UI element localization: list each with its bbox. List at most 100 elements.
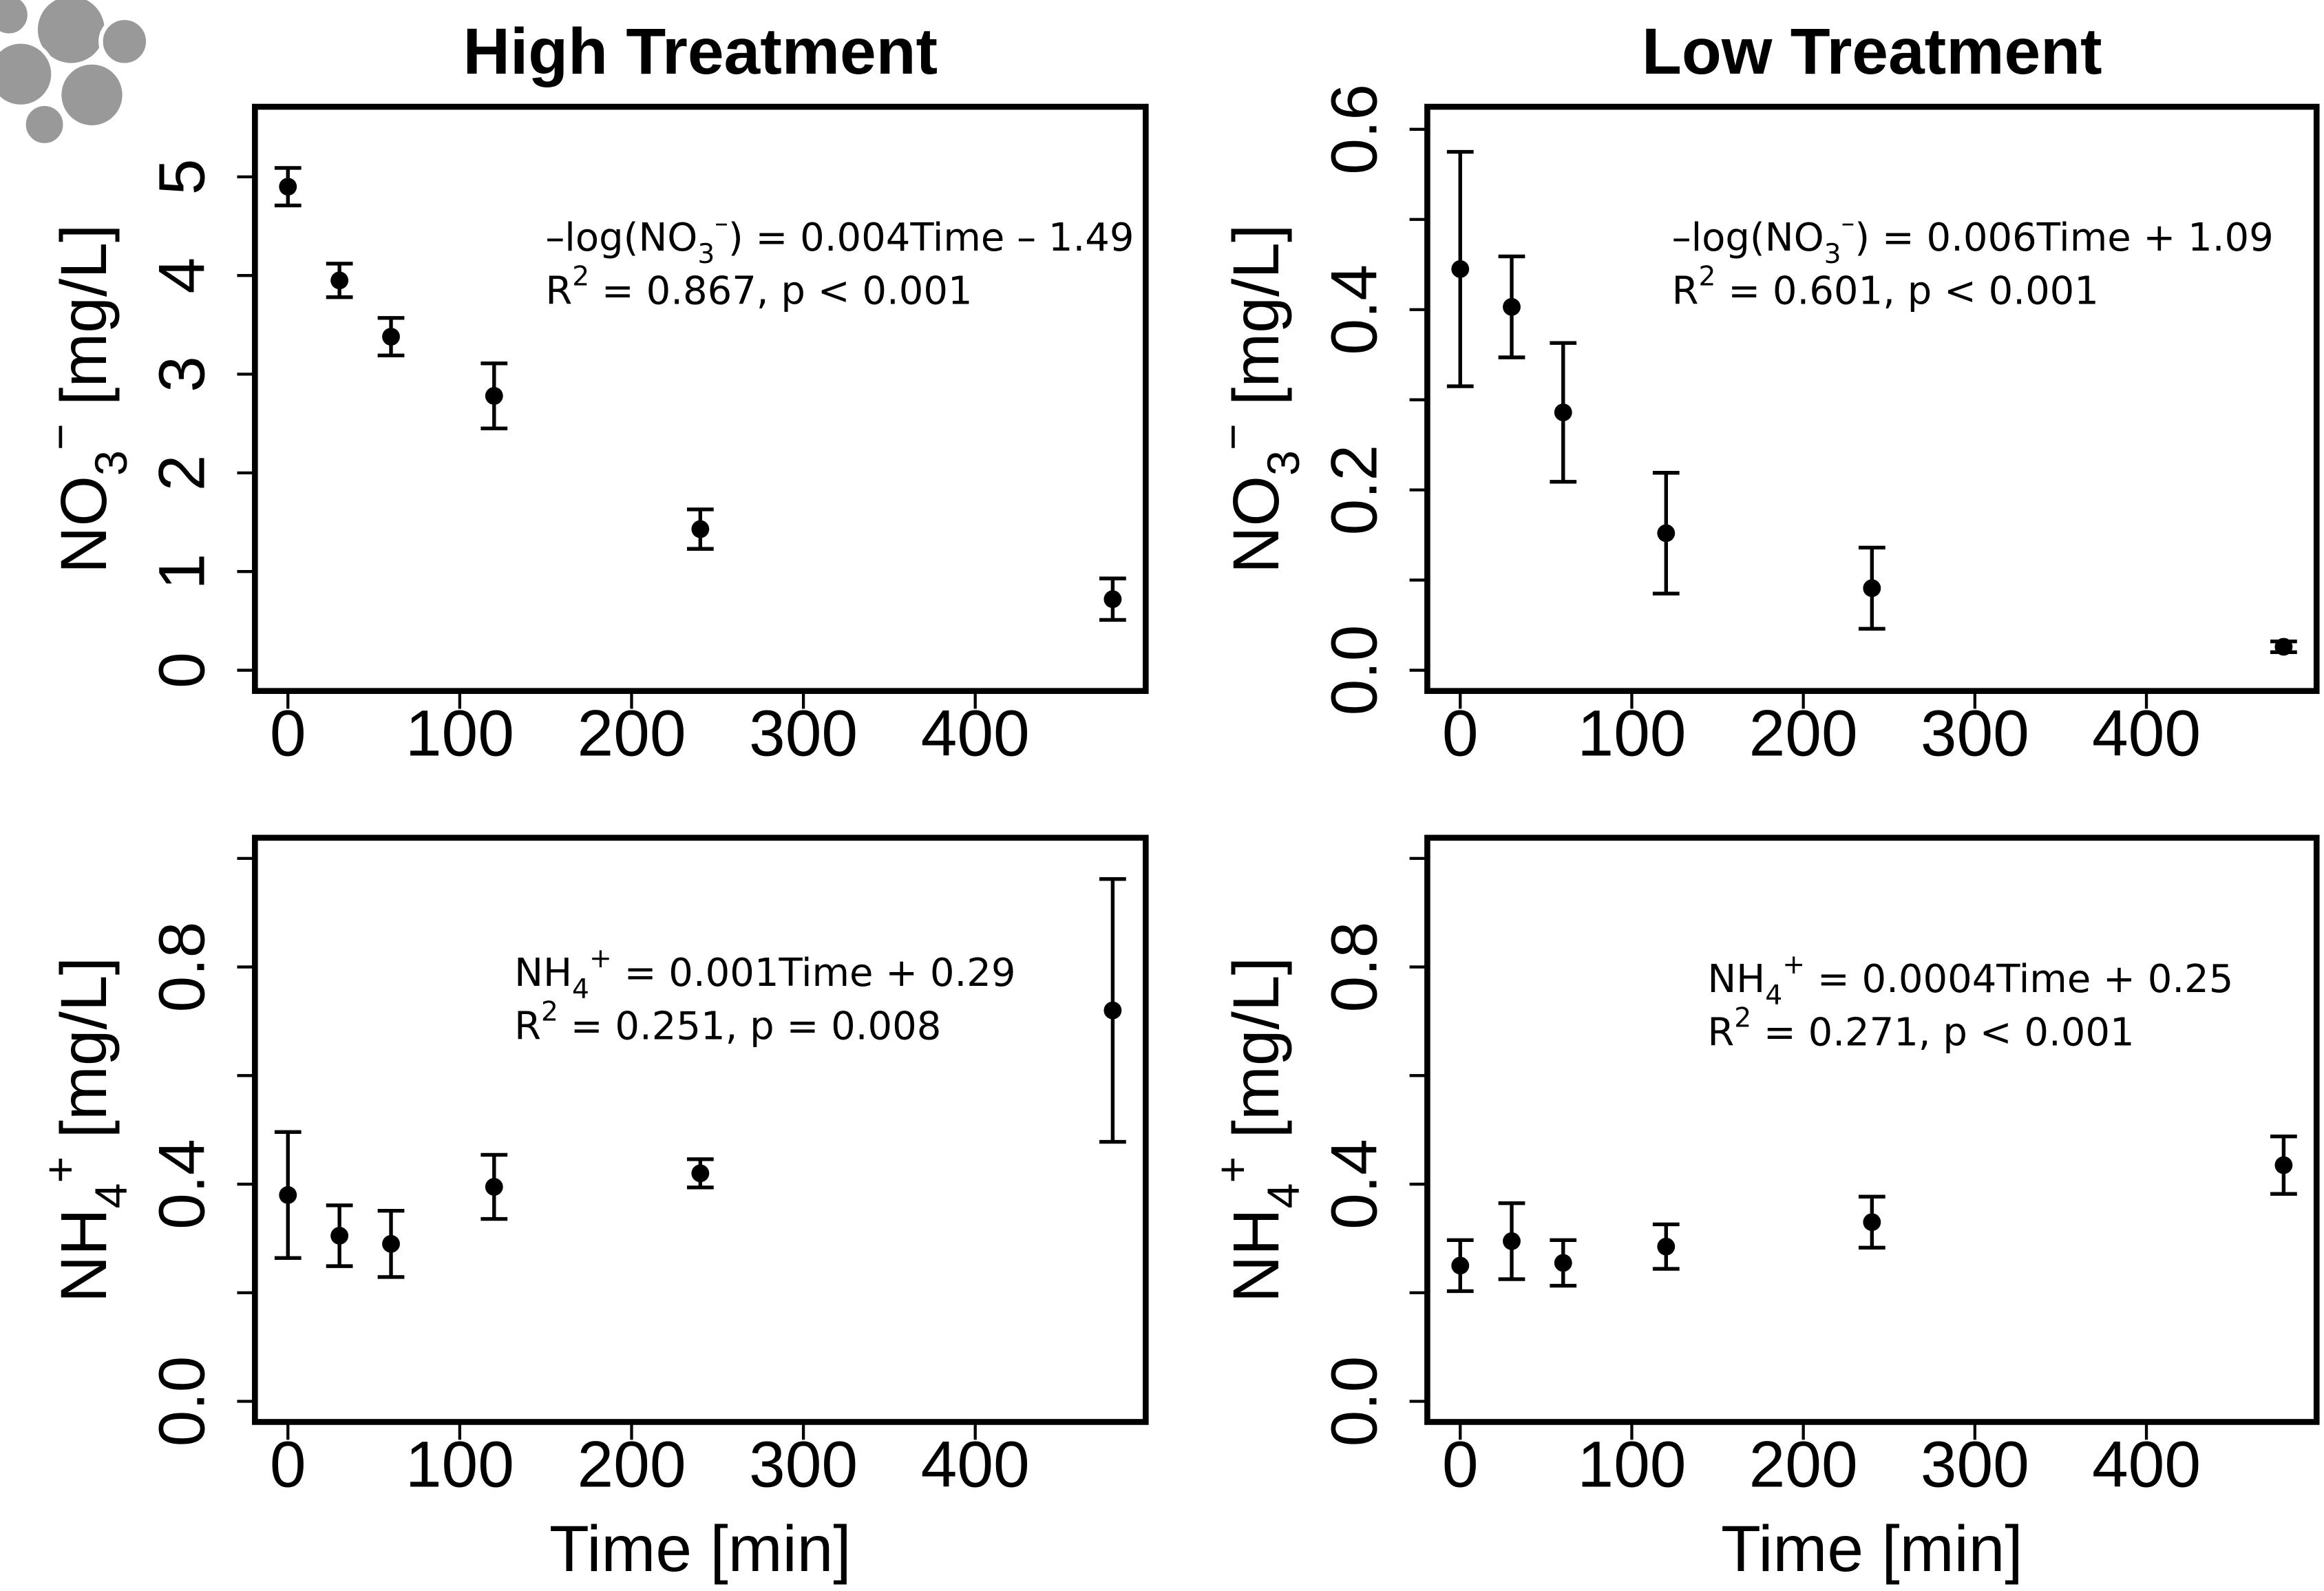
data-point [1863,579,1881,598]
subscript: 4 [1765,980,1782,1011]
text-run: = 0.271, p < 0.001 [1751,1010,2134,1055]
annotation: –log(NO3–) = 0.004Time – 1.49 [545,208,1134,270]
x-tick-label: 200 [577,1428,686,1501]
superscript: − [35,423,86,450]
text-run: NH [1220,1208,1293,1303]
data-point [2274,1156,2293,1174]
text-run: –log(NO [545,215,697,260]
text-run: = 0.001Time + 0.29 [612,951,1016,995]
data-point [1657,524,1676,542]
superscript: + [35,1157,86,1183]
superscript: + [1782,949,1805,980]
x-tick-label: 300 [749,697,858,770]
x-tick-label: 0 [1442,697,1479,770]
annotation: NH4+ = 0.0004Time + 0.25 [1707,949,2233,1011]
data-point [1451,260,1470,278]
data-point [1503,297,1521,316]
x-axis-label: Time [min] [1721,1513,2023,1585]
y-tick-label: 4 [145,257,218,294]
data-point [330,271,349,290]
x-tick-label: 400 [921,697,1030,770]
text-run: NH [47,1208,120,1303]
annotation: NH4+ = 0.001Time + 0.29 [514,943,1015,1005]
text-run: ) = 0.004Time – 1.49 [728,215,1134,260]
subscript: 3 [86,450,137,476]
chart-title: Low Treatment [1642,15,2102,88]
data-point [691,520,710,538]
plot-frame [1424,834,2320,1425]
y-axis-label: NH4+ [mg/L] [35,957,137,1303]
data-point [485,1178,503,1196]
text-run: [mg/L] [47,224,120,424]
data-point [330,1227,349,1245]
y-tick-label: 0.2 [1318,445,1391,536]
superscript: 2 [1699,261,1716,292]
annotation: –log(NO3–) = 0.006Time + 1.09 [1672,208,2274,270]
data-point [382,328,400,346]
text-run: [mg/L] [1220,224,1293,424]
data-point [1554,403,1572,421]
y-tick-label: 2 [145,455,218,492]
x-tick-label: 200 [1749,697,1858,770]
text-run: NO [1220,476,1293,573]
superscript: 2 [572,261,589,292]
data-point [485,387,503,405]
superscript: − [1207,423,1258,450]
subscript: 4 [572,974,589,1005]
annotation: R2 = 0.601, p < 0.001 [1672,261,2099,313]
x-tick-label: 0 [270,697,306,770]
text-run: [mg/L] [1220,957,1293,1157]
annotation: R2 = 0.867, p < 0.001 [545,261,972,313]
data-point [279,1186,297,1204]
chart-title: High Treatment [463,15,938,88]
subscript: 3 [697,239,715,270]
superscript: + [1207,1157,1258,1183]
text-run: = 0.0004Time + 0.25 [1805,957,2233,1002]
text-run: = 0.867, p < 0.001 [589,269,972,314]
y-tick-label: 0.4 [145,1139,218,1230]
x-tick-label: 100 [1577,697,1686,770]
text-run: NH [514,951,572,995]
annotation: R2 = 0.271, p < 0.001 [1707,1002,2134,1055]
data-point [382,1234,400,1253]
data-point [1657,1237,1676,1256]
text-run: [mg/L] [47,957,120,1157]
x-axis-label: Time [min] [549,1513,852,1585]
plot-frame [252,103,1149,694]
x-tick-label: 300 [1921,697,2029,770]
text-run: ) = 0.006Time + 1.09 [1855,215,2274,260]
subscript: 3 [1258,450,1309,476]
data-point [1503,1232,1521,1250]
superscript: 2 [541,997,558,1028]
subscript: 4 [86,1183,137,1208]
data-point [1554,1254,1572,1272]
y-tick-label: 1 [145,554,218,590]
y-tick-label: 0.4 [1318,1139,1391,1230]
text-run: –log(NO [1672,215,1824,260]
y-tick-label: 0.8 [145,922,218,1013]
data-point [1103,1001,1122,1020]
y-tick-label: 3 [145,356,218,392]
y-tick-label: 0.4 [1318,264,1391,355]
text-run: R [1707,1010,1734,1055]
x-tick-label: 400 [2092,1428,2201,1501]
superscript: + [589,943,612,974]
superscript: – [715,208,728,239]
data-point [279,178,297,196]
text-run: R [1672,269,1699,314]
x-tick-label: 200 [577,697,686,770]
text-run: R [514,1004,541,1049]
x-tick-label: 300 [749,1428,858,1501]
x-tick-label: 100 [405,1428,514,1501]
x-tick-label: 0 [270,1428,306,1501]
x-tick-label: 100 [1577,1428,1686,1501]
x-tick-label: 300 [1921,1428,2029,1501]
text-run: R [545,269,572,314]
x-tick-label: 400 [2092,697,2201,770]
logo [0,0,151,148]
